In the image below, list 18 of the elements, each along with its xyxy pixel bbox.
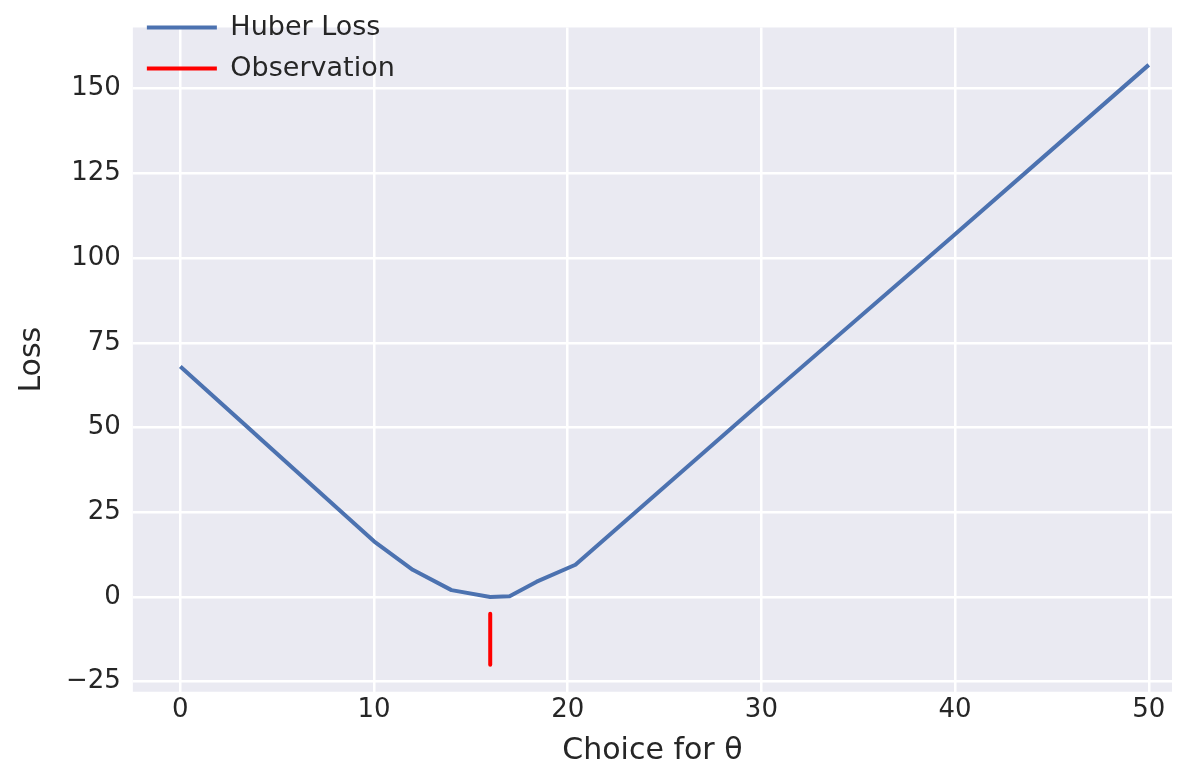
x-tick-label: 20 xyxy=(551,693,585,724)
x-tick-label: 10 xyxy=(357,693,391,724)
y-tick-label: 0 xyxy=(104,579,121,610)
y-tick-label: 50 xyxy=(87,410,121,441)
x-tick-label: 50 xyxy=(1132,693,1166,724)
y-tick-label: 75 xyxy=(87,325,121,356)
y-tick-label: 150 xyxy=(71,71,121,102)
x-tick-label: 40 xyxy=(938,693,972,724)
legend-label: Observation xyxy=(230,50,395,82)
y-tick-label: −25 xyxy=(65,664,121,695)
x-tick-label: 30 xyxy=(744,693,778,724)
legend-label: Huber Loss xyxy=(230,9,381,41)
x-tick-label: 0 xyxy=(172,693,189,724)
y-tick-label: 25 xyxy=(87,494,121,525)
y-axis-title: Loss xyxy=(11,326,47,393)
y-tick-label: 125 xyxy=(71,156,121,187)
y-tick-label: 100 xyxy=(71,240,121,271)
x-axis-title: Choice for θ xyxy=(562,730,743,766)
